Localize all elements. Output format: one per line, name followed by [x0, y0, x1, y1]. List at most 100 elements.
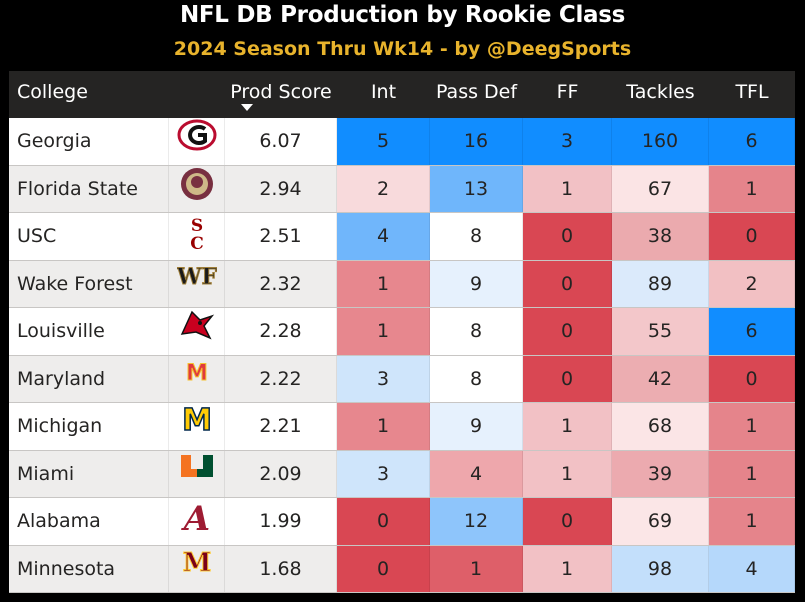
- row-divider: [9, 164, 795, 166]
- cell-prod-score: 2.28: [225, 308, 337, 355]
- table-row[interactable]: USC S C 2.51 4 8 0 38 0: [9, 213, 795, 260]
- table-row[interactable]: Louisville 2.28 1 8 0 55 6: [9, 308, 795, 355]
- row-divider: [9, 592, 795, 593]
- header-logo[interactable]: [169, 71, 225, 118]
- cell-pass-def: 13: [430, 165, 523, 213]
- miami-u-logo: [169, 450, 225, 498]
- cell-prod-score: 2.51: [225, 213, 337, 260]
- table-row[interactable]: Miami 2.09 3 4 1 39 1: [9, 450, 795, 498]
- cell-int: 1: [337, 403, 430, 450]
- cell-college: Wake Forest: [9, 260, 169, 308]
- cell-prod-score: 2.94: [225, 165, 337, 213]
- header-tackles[interactable]: Tackles: [626, 81, 695, 103]
- cell-tfl: 1: [709, 498, 795, 545]
- alabama-a-logo: A: [169, 498, 225, 545]
- minnesota-m-logo: M: [169, 545, 225, 593]
- svg-text:M: M: [186, 361, 208, 385]
- wake-forest-wf-logo: WF: [169, 260, 225, 308]
- cell-pass-def: 1: [430, 545, 523, 593]
- louisville-cardinal-logo: [169, 308, 225, 355]
- florida-state-seminole-logo: [169, 165, 225, 213]
- cell-ff: 1: [523, 450, 612, 498]
- cell-ff: 0: [523, 355, 612, 403]
- cell-prod-score: 2.22: [225, 355, 337, 403]
- cell-pass-def: 8: [430, 355, 523, 403]
- row-divider: [9, 449, 795, 451]
- row-divider: [9, 544, 795, 546]
- cell-pass-def: 9: [430, 403, 523, 450]
- cell-college: Alabama: [9, 498, 169, 545]
- svg-text:S: S: [190, 216, 202, 236]
- cell-tackles: 69: [612, 498, 709, 545]
- row-divider: [9, 402, 795, 403]
- cell-prod-score: 1.68: [225, 545, 337, 593]
- cell-tfl: 1: [709, 450, 795, 498]
- svg-text:C: C: [190, 234, 204, 251]
- cell-tackles: 98: [612, 545, 709, 593]
- table-row[interactable]: Alabama A 1.99 0 12 0 69 1: [9, 498, 795, 545]
- production-table: College Prod Score Int Pass Def FF Tackl…: [9, 71, 795, 594]
- cell-tfl: 1: [709, 403, 795, 450]
- table-row[interactable]: Georgia 6.07 5 16 3 160 6: [9, 118, 795, 165]
- cell-tackles: 55: [612, 308, 709, 355]
- cell-pass-def: 16: [430, 118, 523, 165]
- svg-text:A: A: [180, 499, 209, 536]
- cell-tackles: 160: [612, 118, 709, 165]
- table-row[interactable]: Michigan M 2.21 1 9 1 68 1: [9, 402, 795, 450]
- cell-tfl: 6: [709, 308, 795, 355]
- cell-college: Minnesota: [9, 545, 169, 593]
- header-pass-def[interactable]: Pass Def: [435, 81, 518, 103]
- cell-college: Georgia: [9, 118, 169, 165]
- table-row[interactable]: Wake Forest WF 2.32 1 9 0 89 2: [9, 260, 795, 308]
- cell-college: USC: [9, 213, 169, 260]
- cell-college: Miami: [9, 450, 169, 498]
- header-int[interactable]: Int: [370, 81, 397, 103]
- header-tfl[interactable]: TFL: [735, 81, 769, 103]
- cell-tackles: 38: [612, 213, 709, 260]
- cell-college: Michigan: [9, 403, 169, 450]
- header-ff[interactable]: FF: [556, 81, 579, 103]
- svg-text:M: M: [182, 403, 212, 435]
- cell-ff: 0: [523, 308, 612, 355]
- cell-tfl: 0: [709, 213, 795, 260]
- row-divider: [9, 307, 795, 308]
- cell-int: 3: [337, 355, 430, 403]
- chart-title: NFL DB Production by Rookie Class: [179, 2, 626, 28]
- cell-int: 1: [337, 308, 430, 355]
- row-divider: [9, 354, 795, 356]
- cell-tfl: 2: [709, 260, 795, 308]
- row-divider: [9, 259, 795, 261]
- table-row[interactable]: Florida State 2.94 2 13 1 67 1: [9, 165, 795, 213]
- michigan-m-logo: M: [169, 402, 225, 450]
- cell-int: 1: [337, 260, 430, 308]
- cell-int: 0: [337, 545, 430, 593]
- cell-pass-def: 9: [430, 260, 523, 308]
- table-row[interactable]: Maryland M 2.22 3 8 0 42 0: [9, 355, 795, 403]
- cell-ff: 1: [523, 403, 612, 450]
- header-college[interactable]: College: [17, 81, 88, 103]
- svg-text:M: M: [182, 548, 211, 576]
- svg-text:WF: WF: [177, 264, 217, 290]
- cell-prod-score: 2.32: [225, 260, 337, 308]
- cell-tackles: 68: [612, 403, 709, 450]
- header-prod-score[interactable]: Prod Score: [230, 81, 332, 103]
- cell-int: 3: [337, 450, 430, 498]
- cell-pass-def: 8: [430, 308, 523, 355]
- cell-college: Florida State: [9, 165, 169, 213]
- cell-tfl: 0: [709, 355, 795, 403]
- cell-int: 2: [337, 165, 430, 213]
- cell-ff: 1: [523, 165, 612, 213]
- cell-int: 0: [337, 498, 430, 545]
- cell-college: Maryland: [9, 355, 169, 403]
- cell-pass-def: 8: [430, 213, 523, 260]
- cell-prod-score: 1.99: [225, 498, 337, 545]
- cell-ff: 0: [523, 213, 612, 260]
- cell-tfl: 6: [709, 118, 795, 165]
- maryland-m-logo: M: [169, 355, 225, 403]
- cell-int: 5: [337, 118, 430, 165]
- cell-ff: 3: [523, 118, 612, 165]
- cell-pass-def: 12: [430, 498, 523, 545]
- cell-college: Louisville: [9, 308, 169, 355]
- table-row[interactable]: Minnesota M 1.68 0 1 1 98 4: [9, 545, 795, 593]
